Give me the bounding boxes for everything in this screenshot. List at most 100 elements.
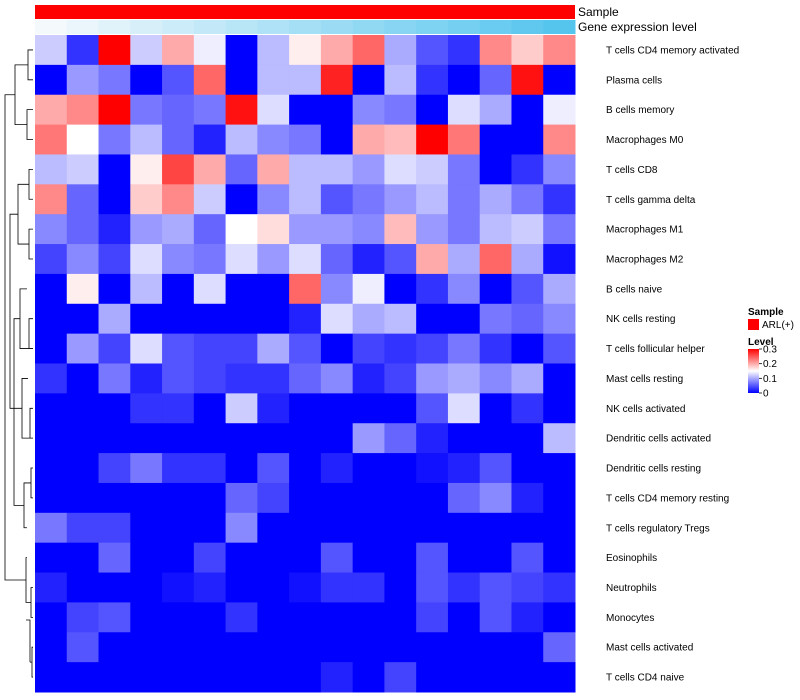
heatmap-cell — [193, 35, 227, 66]
heatmap-cell — [543, 214, 576, 245]
heatmap-cell — [35, 572, 68, 603]
row-label: Dendritic cells activated — [606, 434, 711, 445]
heatmap-cell — [511, 333, 544, 364]
heatmap-cell — [225, 333, 258, 364]
heatmap-cell — [479, 423, 512, 454]
heatmap-cell — [511, 244, 544, 275]
heatmap-cell — [320, 154, 354, 185]
expression-annotation-cell — [193, 20, 227, 34]
heatmap-cell — [66, 662, 100, 693]
heatmap-cell — [289, 363, 322, 394]
row-label: Macrophages M0 — [606, 135, 684, 146]
dendrogram-branch — [31, 646, 33, 678]
heatmap-cell — [447, 35, 481, 66]
heatmap-cell — [98, 632, 131, 663]
legend-sample-swatch — [748, 319, 759, 330]
dendrogram-branch — [30, 467, 33, 499]
heatmap-cell — [193, 273, 227, 305]
heatmap-cell — [35, 154, 68, 185]
expression-annotation-cell — [543, 20, 576, 34]
heatmap-cells — [35, 35, 576, 693]
heatmap-cell — [289, 273, 322, 305]
heatmap-cell — [162, 35, 195, 66]
expression-annotation-bar — [35, 20, 576, 34]
row-label: Mast cells activated — [606, 643, 693, 654]
dendrogram-branch — [27, 49, 33, 81]
expression-annotation-cell — [162, 20, 195, 34]
heatmap-cell — [130, 184, 163, 215]
heatmap-cell — [479, 363, 512, 394]
heatmap-cell — [416, 363, 449, 394]
heatmap-cell — [511, 273, 544, 305]
heatmap-cell — [352, 303, 385, 335]
heatmap-cell — [66, 244, 100, 275]
heatmap-cell — [447, 214, 481, 245]
heatmap-cell — [416, 632, 449, 663]
heatmap-cell — [225, 244, 258, 275]
heatmap-cell — [447, 572, 481, 603]
row-label: Eosinophils — [606, 553, 657, 564]
heatmap-cell — [511, 572, 544, 603]
heatmap-cell — [543, 632, 576, 663]
heatmap-cell — [384, 184, 417, 215]
heatmap-cell — [130, 273, 163, 305]
heatmap-cell — [447, 512, 481, 544]
row-labels: T cells CD4 memory activated Plasma cells… — [606, 45, 739, 683]
heatmap-cell — [98, 94, 131, 126]
heatmap-cell — [320, 572, 354, 603]
heatmap-cell — [66, 423, 100, 454]
heatmap-cell — [384, 423, 417, 454]
heatmap-cell — [320, 632, 354, 663]
legend-level-tick-label: 0 — [763, 389, 769, 400]
heatmap-cell — [130, 662, 163, 693]
heatmap-cell — [257, 184, 290, 215]
expression-annotation-label: Gene expression level — [578, 20, 697, 34]
heatmap-cell — [162, 94, 195, 126]
heatmap-cell — [352, 244, 385, 275]
heatmap-cell — [98, 124, 131, 155]
heatmap-cell — [98, 363, 131, 394]
heatmap-cell — [511, 453, 544, 484]
heatmap-cell — [257, 423, 290, 454]
heatmap-cell — [384, 244, 417, 275]
heatmap-cell — [130, 363, 163, 394]
heatmap-cell — [193, 602, 227, 633]
heatmap-cell — [193, 94, 227, 126]
heatmap-cell — [416, 512, 449, 544]
heatmap-cell — [66, 184, 100, 215]
row-label: Neutrophils — [606, 583, 657, 594]
heatmap-cell — [447, 423, 481, 454]
row-label: B cells naive — [606, 284, 663, 295]
heatmap-cell — [384, 94, 417, 126]
heatmap-cell — [511, 363, 544, 394]
heatmap-cell — [447, 453, 481, 484]
heatmap-cell — [66, 482, 100, 514]
heatmap-cell — [384, 333, 417, 364]
heatmap-cell — [225, 602, 258, 633]
heatmap-cell — [98, 154, 131, 185]
heatmap-cell — [225, 423, 258, 454]
heatmap-cell — [162, 184, 195, 215]
heatmap-cell — [416, 35, 449, 66]
heatmap-cell — [447, 662, 481, 693]
heatmap-cell — [320, 363, 354, 394]
heatmap-cell — [511, 512, 544, 544]
heatmap-cell — [416, 64, 449, 96]
heatmap-cell — [66, 94, 100, 126]
row-label: Mast cells resting — [606, 374, 683, 385]
heatmap-cell — [352, 94, 385, 126]
heatmap-cell — [479, 303, 512, 335]
heatmap-cell — [98, 572, 131, 603]
heatmap-cell — [416, 214, 449, 245]
sample-annotation-label: Sample — [578, 5, 619, 19]
dendrogram-branch — [9, 213, 22, 409]
heatmap-cell — [416, 482, 449, 514]
heatmap-cell — [543, 64, 576, 96]
heatmap-cell — [130, 214, 163, 245]
heatmap-cell — [416, 303, 449, 335]
heatmap-cell — [35, 94, 68, 126]
heatmap-cell — [35, 35, 68, 66]
row-label: T cells CD4 memory resting — [606, 493, 729, 504]
heatmap-cell — [511, 124, 544, 155]
heatmap-cell — [66, 602, 100, 633]
